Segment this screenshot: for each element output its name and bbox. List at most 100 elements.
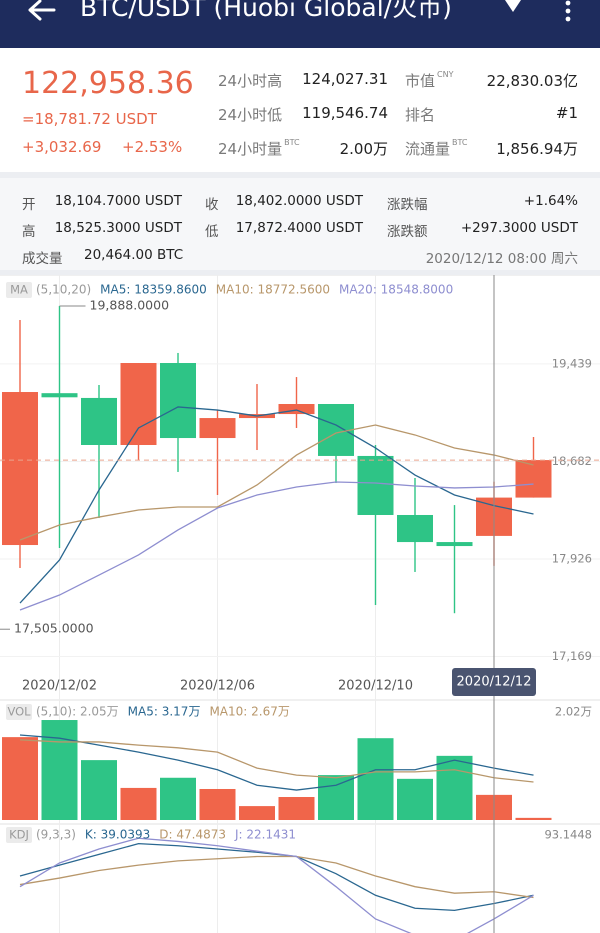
x-tick-label: 2020/12/10	[338, 679, 413, 694]
candle-body	[120, 363, 157, 445]
stat-label: 24小时高	[218, 70, 282, 91]
indicator-line	[19, 837, 534, 933]
legend-item: K: 39.0393	[85, 828, 150, 842]
volume-bar	[278, 797, 315, 820]
legend-item: MA5: 3.17万	[128, 705, 201, 719]
candle-body	[436, 542, 473, 547]
stat-label: 排名	[405, 104, 435, 125]
dropdown-icon[interactable]	[503, 0, 523, 14]
page-title: BTC/USDT (Huobi Global/火币)	[80, 0, 452, 22]
volume-bar	[41, 720, 78, 820]
more-icon[interactable]	[560, 0, 576, 24]
legend-item: MA10: 18772.5600	[216, 283, 330, 297]
candle-detail: 开 18,104.7000 USDT 收 18,402.0000 USDT 涨跌幅 +1.…	[0, 178, 600, 270]
stat-value: 124,027.31	[302, 70, 388, 88]
y-tick-label: 17,926	[552, 551, 592, 565]
volume-bar	[160, 777, 196, 820]
detail-value: 17,872.4000 USDT	[235, 220, 363, 236]
stat-label-text: 排名	[405, 106, 436, 124]
indicator-line	[19, 855, 534, 899]
detail-value: 20,464.00 BTC	[84, 247, 184, 263]
y-tick-label: 2.02万	[555, 705, 592, 719]
last-price: 122,958.36	[22, 66, 194, 101]
x-tick-label: 2020/12/02	[22, 679, 97, 694]
legend-item: J: 22.1431	[234, 828, 296, 842]
x-tick-label: 2020/12/06	[180, 679, 255, 694]
detail-time: 2020/12/12 08:00 周六	[425, 251, 578, 267]
detail-value: +1.64%	[523, 193, 578, 209]
candle-body	[397, 514, 433, 543]
stat-label: 24小时量 BTC	[218, 138, 300, 159]
volume-bar	[199, 788, 236, 820]
volume-bar	[239, 806, 275, 820]
stat-value: 119,546.74	[302, 104, 388, 122]
min-label: 17,505.0000	[14, 621, 94, 636]
indicator-name: VOL	[7, 705, 31, 719]
indicator-name: KDJ	[9, 828, 29, 842]
y-tick-label: 17,169	[552, 649, 592, 663]
stat-unit: BTC	[284, 138, 300, 147]
volume-bar	[81, 760, 117, 820]
candle-body	[357, 455, 394, 515]
volume-bar	[357, 738, 394, 820]
detail-value: 18,525.3000 USDT	[54, 220, 182, 236]
detail-label: 成交量	[22, 251, 63, 267]
indicator-line	[19, 406, 534, 604]
y-tick-label: 18,682	[552, 454, 592, 468]
volume-bar	[515, 817, 552, 820]
detail-label: 涨跌额	[387, 224, 428, 240]
stat-label: 24小时低	[218, 104, 282, 125]
indicator-box	[6, 282, 32, 298]
selected-date: 2020/12/12	[457, 675, 532, 690]
stat-label-text: 流通量	[405, 140, 451, 158]
indicator-name: MA	[10, 283, 28, 297]
stat-label-text: 24小时高	[218, 72, 283, 90]
legend-item: (5,10,20)	[36, 283, 91, 297]
candle-body	[160, 363, 196, 439]
candle-body	[81, 397, 117, 445]
stat-label-text: 市值	[405, 72, 436, 90]
stat-unit: CNY	[437, 70, 454, 79]
stat-label-text: 24小时量	[218, 140, 283, 158]
price-usdt: =18,781.72 USDT	[22, 110, 157, 128]
indicator-line	[19, 739, 534, 783]
indicator-box	[6, 704, 32, 720]
price-change-pct: +2.53%	[122, 138, 183, 156]
indicator-line	[19, 734, 534, 791]
stat-label-text: 24小时低	[218, 106, 283, 124]
back-button[interactable]	[22, 0, 62, 24]
detail-value: 18,402.0000 USDT	[235, 193, 363, 209]
indicator-line	[19, 424, 534, 541]
stat-unit: BTC	[452, 138, 468, 147]
volume-bar	[2, 737, 38, 820]
volume-bar	[436, 755, 473, 820]
legend-item: MA10: 2.67万	[209, 705, 289, 719]
legend-item: (5,10): 2.05万	[36, 705, 119, 719]
legend-item: MA20: 18548.8000	[339, 283, 453, 297]
y-tick-label: 19,439	[552, 356, 592, 370]
volume-bar	[318, 775, 354, 820]
app-header: BTC/USDT (Huobi Global/火币)	[0, 0, 600, 48]
volume-bar	[120, 787, 157, 820]
separator	[0, 172, 600, 178]
indicator-box	[6, 827, 32, 843]
detail-label: 涨跌幅	[387, 197, 428, 213]
candle-body	[199, 418, 236, 439]
candle-body	[278, 404, 315, 415]
detail-label: 收	[205, 197, 219, 213]
volume-bar	[397, 778, 433, 820]
price-change: +3,032.69	[22, 138, 102, 156]
stat-value: 22,830.03亿	[486, 72, 578, 90]
stat-label: 流通量 BTC	[405, 138, 468, 159]
candle-body	[2, 392, 38, 546]
stat-value: #1	[555, 104, 578, 122]
candle-body	[515, 460, 552, 498]
separator	[0, 270, 600, 275]
detail-value: +297.3000 USDT	[460, 220, 578, 236]
legend-item: MA5: 18359.8600	[100, 283, 207, 297]
y-tick-label: 93.1448	[544, 828, 592, 842]
legend-item: D: 47.4873	[159, 828, 226, 842]
chart-area: 19,439 18,682 17,926 17,169 19,888.0000 17,50…	[0, 275, 600, 933]
stat-label: 市值 CNY	[405, 70, 453, 91]
